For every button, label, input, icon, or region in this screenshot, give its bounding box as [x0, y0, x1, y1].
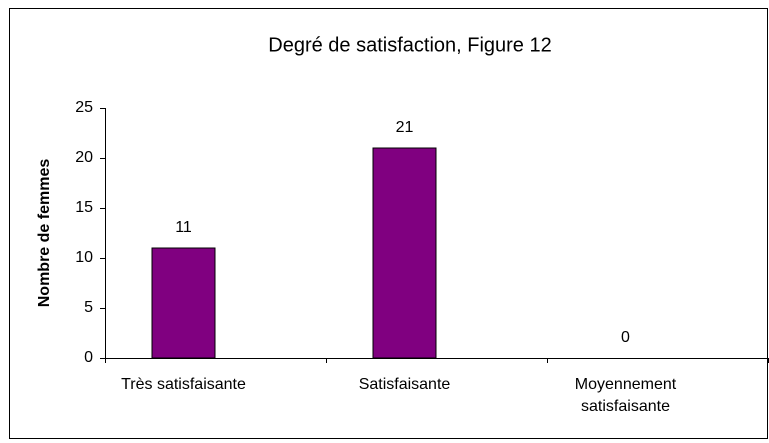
bar — [372, 147, 437, 359]
value-label: 21 — [396, 119, 414, 136]
x-tick-label: Satisfaisante — [358, 376, 451, 393]
y-tick-label: 25 — [75, 99, 93, 116]
value-label: 11 — [175, 219, 192, 236]
y-tick-label: 5 — [84, 299, 93, 316]
x-tick-label: Moyennement satisfaisante — [574, 376, 677, 415]
y-axis-title: Nombre de femmes — [36, 159, 53, 308]
y-tick-label: 10 — [75, 249, 93, 266]
chart-title: Degré de satisfaction, Figure 12 — [268, 34, 552, 56]
y-tick-label: 20 — [75, 149, 93, 166]
y-tick-label: 15 — [75, 199, 93, 216]
value-label: 0 — [621, 329, 630, 346]
x-tick-label: Très satisfaisante — [121, 376, 246, 393]
y-tick-label: 0 — [84, 349, 93, 366]
bar — [151, 247, 216, 359]
